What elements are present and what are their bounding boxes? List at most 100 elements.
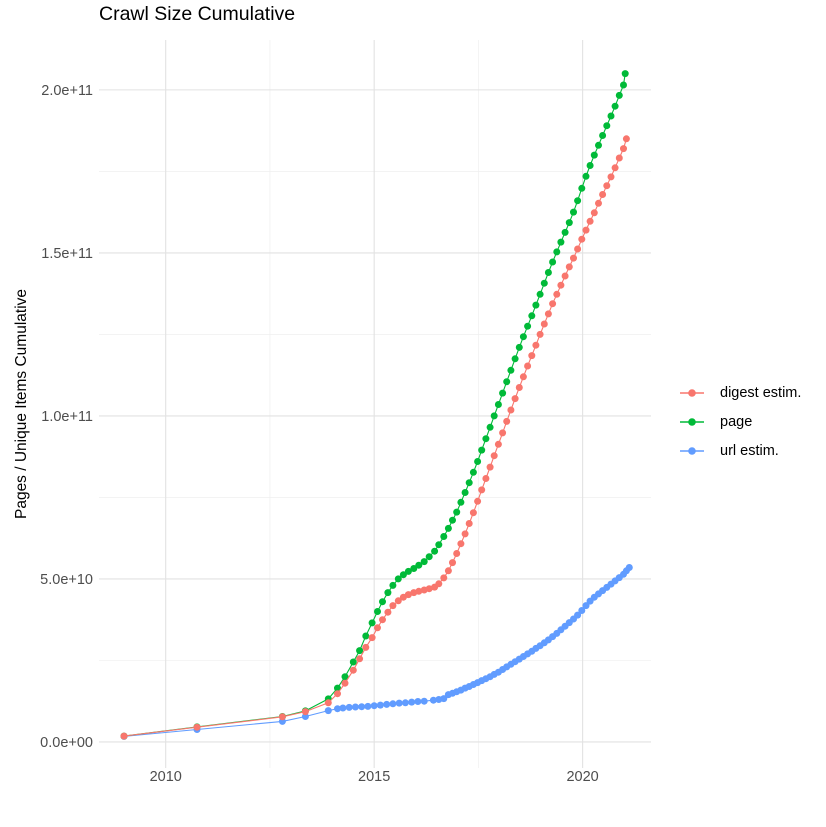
series-point-page [399, 571, 407, 579]
series-point-digest-estim- [620, 145, 627, 153]
series-point-page [540, 279, 548, 287]
series-point-digest-estim- [494, 440, 502, 448]
series-point-page [368, 619, 376, 627]
series-point-digest-estim- [503, 417, 511, 425]
series-point-page [334, 684, 341, 692]
series-point-url-estim- [376, 701, 384, 709]
series-point-page [565, 219, 573, 227]
series-point-page [607, 112, 615, 120]
series-point-url-estim- [408, 698, 416, 706]
series-point-digest-estim- [511, 395, 519, 403]
series-point-digest-estim- [578, 235, 586, 243]
series-point-digest-estim- [193, 723, 201, 731]
series-point-digest-estim- [478, 486, 486, 494]
series-point-digest-estim- [595, 199, 602, 207]
series-point-digest-estim- [482, 475, 490, 482]
legend: digest estim. page url estim. [678, 378, 801, 465]
series-point-digest-estim- [586, 217, 594, 225]
series-point-digest-estim- [384, 608, 392, 616]
series-point-page [561, 228, 569, 236]
legend-label: url estim. [720, 442, 779, 459]
legend-item-digest-estim-: digest estim. [678, 378, 801, 407]
series-point-page [528, 312, 536, 320]
series-point-page [461, 489, 469, 496]
chart-title: Crawl Size Cumulative [99, 3, 296, 25]
series-point-page [362, 632, 370, 640]
series-point-digest-estim- [404, 591, 412, 599]
series-point-url-estim- [383, 700, 391, 708]
series-point-digest-estim- [557, 281, 565, 289]
series-point-digest-estim- [324, 699, 332, 707]
series-point-digest-estim- [499, 429, 507, 437]
series-point-page [482, 435, 490, 443]
series-point-page [494, 401, 502, 408]
series-point-digest-estim- [549, 300, 557, 308]
series-point-page [553, 248, 561, 256]
series-point-page [420, 558, 428, 566]
series-point-digest-estim- [425, 585, 433, 593]
series-point-page [425, 553, 433, 561]
series-point-page [603, 122, 611, 130]
series-point-page [415, 561, 423, 569]
legend-key-dot [688, 417, 696, 426]
series-point-page [465, 479, 473, 487]
series-point-page [536, 290, 544, 298]
series-point-digest-estim- [603, 182, 611, 190]
series-point-digest-estim- [474, 497, 482, 505]
series-point-digest-estim- [565, 263, 573, 271]
legend-item-page: page [678, 407, 801, 436]
series-point-url-estim- [358, 703, 366, 711]
series-point-page [444, 524, 452, 532]
series-point-page [478, 446, 486, 454]
series-point-url-estim- [324, 707, 332, 715]
legend-key-icon [680, 388, 704, 397]
series-point-digest-estim- [486, 463, 494, 471]
series-point-digest-estim- [622, 135, 630, 143]
series-point-digest-estim- [524, 362, 532, 370]
series-point-digest-estim- [301, 708, 309, 716]
series-point-digest-estim- [615, 154, 623, 162]
series-point-digest-estim- [334, 690, 341, 698]
series-point-digest-estim- [394, 597, 402, 605]
series-point-page [586, 162, 594, 169]
series-point-page [582, 172, 590, 180]
series-line-url-estim- [123, 567, 630, 737]
series-point-digest-estim- [469, 509, 477, 517]
series-point-page [404, 567, 412, 575]
series-point-page [384, 589, 392, 597]
series-point-digest-estim- [515, 384, 523, 391]
legend-key-icon [680, 417, 704, 426]
series-point-url-estim- [414, 698, 422, 705]
series-point-digest-estim- [507, 406, 515, 414]
series-point-digest-estim- [461, 530, 469, 538]
series-point-digest-estim- [590, 209, 598, 217]
series-point-page [549, 258, 557, 266]
legend-label: page [720, 413, 753, 430]
series-point-page [469, 468, 477, 476]
series-point-page [515, 343, 523, 351]
series-point-digest-estim- [607, 173, 615, 181]
series-point-page [435, 541, 443, 549]
series-point-page [374, 608, 381, 615]
series-point-digest-estim- [374, 624, 381, 632]
y-tick-label: 2.0e+11 [41, 83, 93, 99]
series-point-url-estim- [345, 703, 353, 711]
x-tick-label: 2010 [150, 769, 182, 785]
y-tick-label: 1.0e+11 [41, 409, 93, 425]
x-tick-label: 2020 [566, 769, 598, 785]
legend-item-url-estim-: url estim. [678, 436, 801, 465]
series-point-url-estim- [339, 704, 347, 712]
series-point-page [440, 533, 448, 540]
series-point-digest-estim- [349, 666, 357, 674]
series-point-page [557, 238, 565, 246]
series-point-page [457, 498, 465, 506]
series-point-page [519, 333, 527, 341]
series-point-url-estim- [370, 702, 378, 710]
series-point-page [595, 141, 602, 149]
series-point-digest-estim- [570, 254, 577, 262]
series-point-digest-estim- [536, 330, 544, 338]
series-point-page [486, 423, 494, 431]
y-tick-label: 5.0e+10 [40, 572, 93, 588]
series-point-digest-estim- [611, 164, 619, 172]
series-point-page [453, 508, 461, 516]
